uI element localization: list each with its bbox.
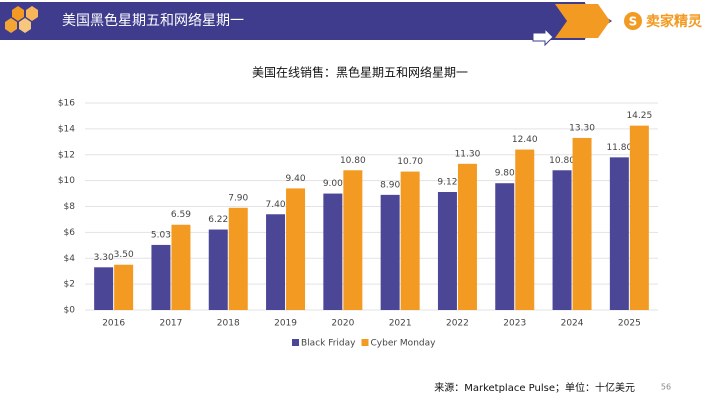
header-band bbox=[0, 2, 585, 40]
y-tick-label: $12 bbox=[58, 150, 75, 160]
legend-label: Cyber Monday bbox=[371, 339, 437, 349]
value-label: 10.70 bbox=[397, 157, 423, 167]
logo-icon bbox=[624, 12, 642, 30]
value-label: 7.90 bbox=[228, 193, 248, 203]
bar bbox=[343, 170, 363, 310]
bar bbox=[572, 137, 592, 310]
legend-label: Black Friday bbox=[301, 339, 356, 349]
y-tick-label: $8 bbox=[64, 202, 76, 212]
bar bbox=[437, 192, 457, 310]
y-tick-label: $16 bbox=[58, 99, 75, 109]
x-tick-label: 2018 bbox=[217, 319, 240, 329]
bar bbox=[228, 207, 248, 310]
source: 来源：Marketplace Pulse；单位：十亿美元 bbox=[434, 381, 635, 394]
value-label: 10.80 bbox=[549, 156, 575, 166]
small-arrow bbox=[532, 27, 554, 47]
legend-swatch bbox=[361, 339, 369, 346]
x-tick-label: 2016 bbox=[102, 319, 125, 329]
x-tick-label: 2025 bbox=[618, 319, 641, 329]
bar bbox=[515, 149, 535, 310]
bar bbox=[151, 244, 171, 310]
bar bbox=[609, 157, 629, 310]
bar bbox=[114, 264, 134, 310]
value-label: 13.30 bbox=[569, 123, 595, 133]
x-tick-label: 2019 bbox=[274, 319, 297, 329]
logo-icon-letter: S bbox=[629, 15, 638, 29]
value-label: 3.30 bbox=[94, 253, 114, 263]
logo-text: 卖家精灵 bbox=[646, 13, 703, 30]
value-label: 12.40 bbox=[512, 135, 538, 145]
x-tick-label: 2023 bbox=[503, 319, 526, 329]
x-tick-label: 2020 bbox=[331, 319, 354, 329]
bar bbox=[400, 171, 420, 310]
x-tick-label: 2022 bbox=[446, 319, 469, 329]
y-tick-label: $2 bbox=[64, 280, 75, 290]
value-label: 6.59 bbox=[171, 210, 191, 220]
value-label: 6.22 bbox=[208, 215, 228, 225]
bar bbox=[94, 267, 114, 310]
value-label: 11.30 bbox=[455, 149, 481, 159]
bar bbox=[266, 214, 286, 310]
value-label: 5.03 bbox=[151, 230, 171, 240]
header-title: 美国黑色星期五和网络星期一 bbox=[62, 12, 244, 29]
bar bbox=[286, 188, 306, 310]
x-tick-label: 2017 bbox=[159, 319, 182, 329]
y-tick-label: $6 bbox=[64, 228, 76, 238]
value-label: 9.12 bbox=[437, 178, 457, 188]
bar bbox=[552, 170, 572, 310]
y-tick-label: $0 bbox=[64, 306, 76, 316]
value-label: 9.00 bbox=[323, 179, 343, 189]
value-label: 8.90 bbox=[380, 180, 400, 190]
bar bbox=[323, 193, 343, 310]
bar bbox=[171, 224, 191, 310]
y-tick-label: $4 bbox=[64, 254, 76, 264]
legend-swatch bbox=[292, 339, 299, 346]
bar bbox=[629, 125, 649, 310]
hexagons bbox=[5, 6, 38, 33]
x-tick-label: 2024 bbox=[561, 319, 584, 329]
y-tick-label: $10 bbox=[58, 176, 75, 186]
value-label: 9.80 bbox=[495, 169, 515, 179]
y-tick-label: $14 bbox=[58, 124, 75, 134]
bar bbox=[380, 194, 400, 310]
value-label: 14.25 bbox=[626, 111, 652, 121]
bar bbox=[208, 229, 228, 310]
value-label: 3.50 bbox=[114, 250, 134, 260]
value-label: 9.40 bbox=[286, 174, 306, 184]
header-arrow bbox=[555, 4, 610, 38]
value-label: 10.80 bbox=[340, 156, 366, 166]
page-number: 56 bbox=[661, 383, 671, 392]
value-label: 11.80 bbox=[606, 143, 632, 153]
chart-title: 美国在线销售：黑色星期五和网络星期一 bbox=[252, 65, 468, 80]
bar bbox=[457, 163, 477, 310]
value-label: 7.40 bbox=[266, 200, 286, 210]
x-tick-label: 2021 bbox=[389, 319, 412, 329]
bar bbox=[495, 183, 515, 310]
